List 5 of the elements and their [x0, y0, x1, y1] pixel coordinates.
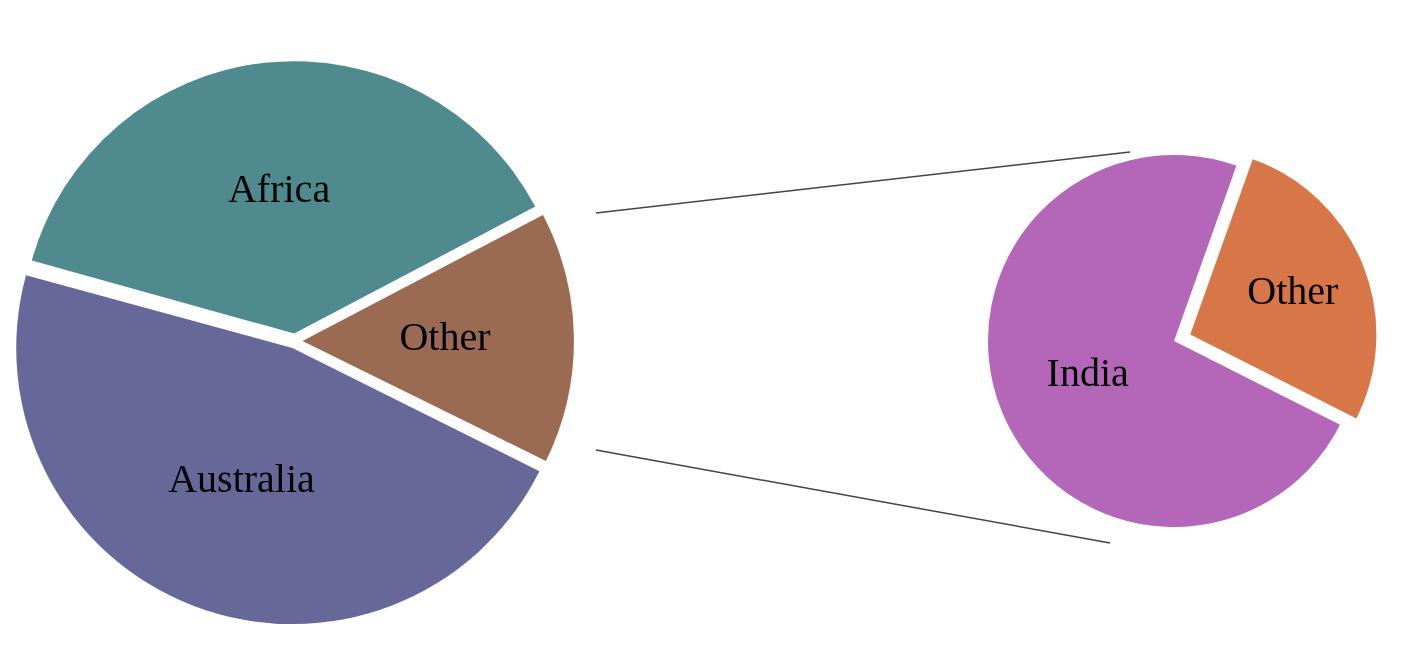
slice-label: Australia: [168, 455, 316, 501]
slice-label: Other: [1247, 267, 1339, 313]
slice-label: India: [1046, 350, 1129, 396]
slice-label: Africa: [227, 166, 331, 212]
slice-label: Other: [399, 313, 491, 359]
